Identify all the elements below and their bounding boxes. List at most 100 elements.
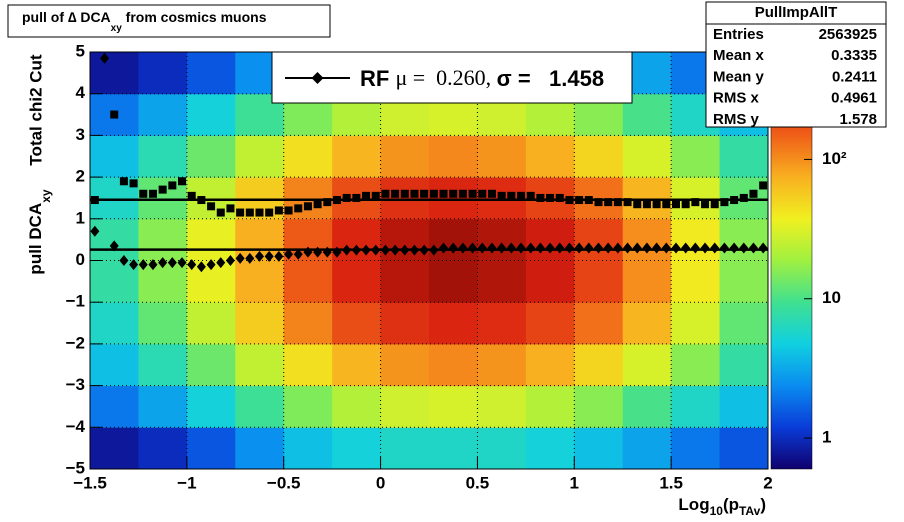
heat-cell xyxy=(429,177,478,220)
square-marker xyxy=(497,191,506,200)
x-tick-label: 0.5 xyxy=(466,473,490,492)
stats-frame xyxy=(705,1,887,128)
diamond-marker xyxy=(177,257,187,269)
diamond-marker xyxy=(448,242,458,254)
square-marker xyxy=(642,200,651,209)
heat-cell xyxy=(138,343,188,387)
square-marker xyxy=(342,193,351,202)
heat-cell xyxy=(574,135,624,178)
diamond-marker xyxy=(545,242,555,254)
diamond-marker xyxy=(661,242,671,254)
square-marker xyxy=(207,202,216,211)
heat-cell xyxy=(138,302,188,345)
diamond-marker xyxy=(274,250,284,262)
square-marker xyxy=(671,200,680,209)
heat-cell xyxy=(671,302,721,345)
heat-cell xyxy=(477,218,527,261)
diamond-marker xyxy=(594,242,603,254)
square-marker xyxy=(730,196,739,205)
square-marker xyxy=(313,200,322,209)
heat-cell xyxy=(429,260,478,303)
heat-cell xyxy=(429,302,478,345)
heat-cell xyxy=(380,302,430,345)
heat-cell xyxy=(622,135,672,178)
heat-cell xyxy=(525,343,575,387)
square-marker xyxy=(720,198,729,207)
diamond-marker xyxy=(748,242,758,254)
y-label-sub: xy xyxy=(39,189,53,203)
diamond-marker xyxy=(535,242,545,254)
heat-cell xyxy=(429,218,478,261)
heat-cell xyxy=(186,93,236,136)
heat-cell xyxy=(671,385,721,428)
heat-cell xyxy=(283,260,333,303)
square-marker xyxy=(449,189,458,198)
heat-cell xyxy=(671,427,721,469)
axes: −5 −4 −3 −2 −1 0 1 2 3 4 5 −1.5 −1 −0.5 0 0.5 1 1.5 2 1 10 10… xyxy=(66,41,847,492)
legend-b: μ = 0.260, xyxy=(395,65,496,90)
square-marker xyxy=(158,185,167,194)
y-tick-label: 1 xyxy=(76,208,85,227)
heat-cell xyxy=(671,218,721,261)
heat-cell xyxy=(235,427,285,469)
stats-title: PullImpAllT xyxy=(755,4,838,21)
square-marker xyxy=(110,110,119,119)
square-marker xyxy=(226,204,235,213)
square-marker xyxy=(381,189,390,198)
heat-cell xyxy=(138,52,188,95)
diamond-marker xyxy=(100,52,110,64)
square-marker xyxy=(323,198,332,207)
square-marker xyxy=(526,191,535,200)
heat-cell xyxy=(525,427,575,469)
y-label-main: pull DCA xyxy=(26,203,45,275)
square-marker xyxy=(487,189,496,198)
x-axis-label: Log10(pTAv) xyxy=(678,495,766,518)
diamond-marker xyxy=(603,242,613,254)
diamond-marker xyxy=(206,259,216,271)
diamond-marker xyxy=(303,246,313,258)
diamond-marker xyxy=(468,242,478,254)
stats-label: Mean y xyxy=(713,68,765,85)
x-label-e: ) xyxy=(760,495,766,514)
stats-value: 0.4961 xyxy=(831,90,877,107)
heat-cell xyxy=(90,302,139,345)
diamond-marker xyxy=(313,246,323,258)
square-marker xyxy=(236,208,245,217)
diamond-marker xyxy=(264,250,274,262)
diamond-marker xyxy=(681,242,691,254)
square-marker xyxy=(478,189,487,198)
heat-cell xyxy=(90,218,139,261)
y-tick-label: −2 xyxy=(66,333,85,352)
heat-cell xyxy=(138,93,188,136)
diamond-marker xyxy=(361,244,371,256)
heat-cell xyxy=(719,260,768,303)
heat-cell xyxy=(332,343,382,387)
heat-cell xyxy=(477,302,527,345)
square-marker xyxy=(197,196,206,205)
heat-cell xyxy=(719,135,768,178)
heat-cell xyxy=(186,52,236,95)
diamond-marker xyxy=(235,252,245,264)
heat-cell xyxy=(429,135,478,178)
diamond-marker xyxy=(719,242,729,254)
square-marker xyxy=(507,191,516,200)
square-marker xyxy=(90,196,99,205)
square-marker xyxy=(536,193,545,202)
diamond-marker xyxy=(138,259,148,271)
heat-cell xyxy=(671,343,721,387)
heat-cell xyxy=(283,302,333,345)
diamond-marker xyxy=(245,252,255,264)
y-axis-label: pull DCAxy xyxy=(26,189,53,274)
heat-cell xyxy=(186,218,236,261)
diamond-marker xyxy=(216,257,226,269)
heat-cell xyxy=(90,135,139,178)
heat-cell xyxy=(186,385,236,428)
heat-cell xyxy=(235,343,285,387)
x-tick-label: 0 xyxy=(376,473,385,492)
square-marker xyxy=(391,189,400,198)
square-marker xyxy=(739,193,748,202)
heat-cell xyxy=(671,260,721,303)
y-axis-label-top: Total chi2 Cut xyxy=(26,54,45,165)
square-marker xyxy=(129,179,138,188)
